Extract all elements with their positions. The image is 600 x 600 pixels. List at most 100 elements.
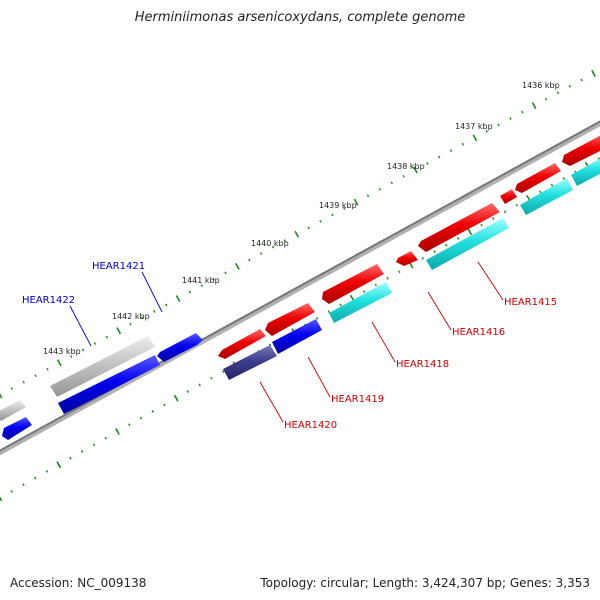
gene-red-5[interactable] xyxy=(418,203,500,252)
gene-red-7[interactable] xyxy=(515,163,561,193)
genes-forward-strand xyxy=(0,133,600,421)
tick-labels: 1436 kbp 1437 kbp 1438 kbp 1439 kbp 1440… xyxy=(43,81,560,356)
inner-track-minor-tick xyxy=(550,183,554,187)
inner-track-minor-tick xyxy=(539,190,542,194)
outer-track-minor-tick xyxy=(164,303,168,307)
accession-text: Accession: NC_009138 xyxy=(10,576,147,590)
inner-track-minor-tick xyxy=(186,390,190,393)
inner-track-minor-tick xyxy=(421,257,425,260)
gene-cyan-hear1416[interactable] xyxy=(426,218,509,270)
outer-track-minor-tick xyxy=(224,271,227,275)
outer-track-minor-tick xyxy=(200,284,204,288)
tick-label-1441: 1441 kbp xyxy=(182,276,220,285)
inner-track-minor-tick xyxy=(515,203,519,207)
inner-track-major-tick xyxy=(56,461,62,469)
inner-track-minor-tick xyxy=(33,476,37,480)
leader-hear1418 xyxy=(371,321,396,363)
gene-red-3[interactable] xyxy=(322,264,384,304)
leader-hear1416 xyxy=(427,291,452,331)
gene-blue-hear1419[interactable] xyxy=(272,319,322,354)
tick-label-1438: 1438 kbp xyxy=(387,162,425,171)
gene-gray-hear1422[interactable] xyxy=(50,336,155,397)
inner-track-minor-tick xyxy=(10,489,13,493)
gene-blue-hear1421[interactable] xyxy=(157,333,203,362)
inner-track-minor-tick xyxy=(80,450,84,453)
gene-cyan-hear1415[interactable] xyxy=(520,178,573,215)
gene-red-6[interactable] xyxy=(500,189,517,204)
inner-track-minor-tick xyxy=(221,370,225,373)
outer-track-minor-tick xyxy=(34,374,37,378)
genome-summary-text: Topology: circular; Length: 3,424,307 bp… xyxy=(260,576,590,590)
inner-track-minor-tick xyxy=(398,270,401,274)
gene-cyan-right[interactable] xyxy=(571,156,600,186)
outer-track-major-tick xyxy=(591,70,596,77)
outer-track-major-tick xyxy=(116,327,122,335)
inner-track-major-tick xyxy=(467,228,473,236)
inner-track-minor-tick xyxy=(315,316,319,320)
gene-red-4[interactable] xyxy=(396,251,418,266)
outer-track-minor-tick xyxy=(378,187,382,191)
outer-track-minor-tick xyxy=(153,310,156,313)
gene-red-2[interactable] xyxy=(265,303,315,336)
outer-track-minor-tick xyxy=(93,342,97,345)
outer-track-minor-tick xyxy=(70,355,73,358)
gene-label-hear1419[interactable]: HEAR1419 xyxy=(331,394,384,405)
outer-track-minor-tick xyxy=(461,142,465,146)
outer-track-major-tick xyxy=(413,166,418,174)
outer-track-minor-tick xyxy=(81,348,85,352)
outer-track-minor-tick xyxy=(544,97,548,101)
outer-track-minor-tick xyxy=(283,239,287,243)
gene-label-hear1421[interactable]: HEAR1421 xyxy=(92,261,145,272)
outer-track-minor-tick xyxy=(129,322,132,326)
gene-gray-left-upper[interactable] xyxy=(0,400,26,421)
inner-track-minor-tick xyxy=(480,223,483,227)
outer-track-major-tick xyxy=(175,295,181,302)
tick-label-1439: 1439 kbp xyxy=(319,201,357,210)
outer-track-minor-tick xyxy=(485,129,488,133)
outer-track-major-tick xyxy=(234,262,240,270)
inner-track-minor-tick xyxy=(268,343,272,347)
inner-track-major-tick xyxy=(173,394,179,402)
tick-label-1440: 1440 kbp xyxy=(251,239,289,248)
inner-track-major-tick xyxy=(115,428,120,435)
outer-track-minor-tick xyxy=(271,245,275,249)
outer-track-minor-tick xyxy=(568,84,572,88)
outer-track-minor-tick xyxy=(343,207,346,210)
inner-track-minor-tick xyxy=(198,383,201,387)
gene-label-hear1416[interactable]: HEAR1416 xyxy=(452,327,505,338)
gene-red-8[interactable] xyxy=(562,133,600,166)
gene-label-hear1422[interactable]: HEAR1422 xyxy=(22,295,75,306)
outer-track-major-tick xyxy=(472,134,478,142)
outer-track-minor-tick xyxy=(556,91,560,95)
tick-label-1436: 1436 kbp xyxy=(522,81,560,90)
genes-reverse-strand xyxy=(2,156,600,440)
tick-label-1442: 1442 kbp xyxy=(112,312,150,321)
outer-track-minor-tick xyxy=(46,367,49,371)
tick-track-outer xyxy=(0,70,596,399)
outer-track-minor-tick xyxy=(366,194,370,198)
inner-track-minor-tick xyxy=(127,423,131,427)
outer-track-minor-tick xyxy=(449,149,453,153)
outer-track-minor-tick xyxy=(580,78,583,82)
inner-track-major-tick xyxy=(0,496,3,502)
inner-track-minor-tick xyxy=(492,217,495,220)
inner-track-minor-tick xyxy=(433,250,436,254)
gene-label-hear1418[interactable]: HEAR1418 xyxy=(396,359,449,370)
gene-navy-hear1420[interactable] xyxy=(223,345,277,380)
leader-hear1419 xyxy=(307,356,331,398)
gene-blue-long[interactable] xyxy=(58,355,160,414)
outer-track-minor-tick xyxy=(390,181,393,185)
gene-cyan-hear1418[interactable] xyxy=(329,282,392,323)
outer-track-minor-tick xyxy=(188,290,192,294)
map-title: Herminiimonas arsenicoxydans, complete g… xyxy=(134,10,466,25)
gene-blue-left-lower[interactable] xyxy=(2,417,32,440)
genome-backbone xyxy=(0,120,600,456)
gene-label-hear1415[interactable]: HEAR1415 xyxy=(504,297,557,308)
inner-track-minor-tick xyxy=(339,303,342,307)
inner-track-minor-tick xyxy=(151,410,154,413)
gene-red-1[interactable] xyxy=(218,329,266,359)
gene-label-hear1420[interactable]: HEAR1420 xyxy=(284,420,337,431)
inner-track-minor-tick xyxy=(92,443,96,447)
inner-track-minor-tick xyxy=(163,403,166,407)
